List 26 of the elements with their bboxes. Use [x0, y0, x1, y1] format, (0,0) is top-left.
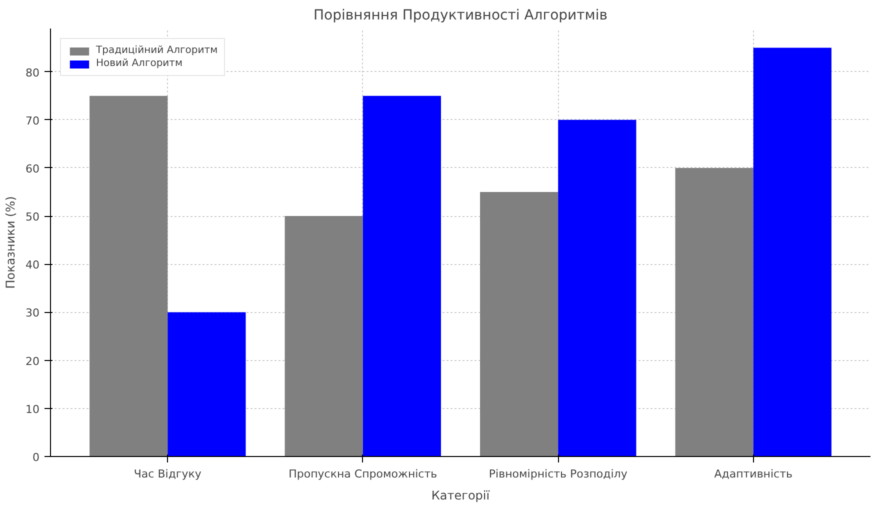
y-axis-title: Показники (%) — [4, 196, 18, 289]
chart-title: Порівняння Продуктивності Алгоритмів — [314, 8, 608, 24]
x-axis-title: Категорії — [431, 488, 490, 502]
y-tick-label: 30 — [26, 306, 40, 320]
bar — [90, 96, 168, 456]
bar — [362, 96, 441, 456]
y-tick-label: 50 — [26, 210, 40, 224]
bar — [480, 192, 558, 456]
x-tick-label: Адаптивність — [714, 468, 793, 480]
bar — [753, 48, 832, 456]
y-tick-label: 80 — [26, 66, 40, 80]
x-tick-label: Рівномірність Розподілу — [488, 468, 628, 480]
legend-label: Традиційний Алгоритм — [96, 45, 218, 56]
legend-label: Новий Алгоритм — [96, 58, 183, 69]
bar — [675, 168, 754, 456]
x-tick-label: Пропускна Спроможність — [288, 468, 438, 480]
y-tick-label: 40 — [26, 258, 40, 272]
y-tick-label: 20 — [26, 354, 40, 368]
bar — [558, 120, 636, 456]
y-tick-label: 70 — [26, 114, 40, 128]
bar — [284, 216, 363, 456]
y-tick-label: 0 — [32, 451, 40, 464]
y-tick-label: 60 — [26, 162, 40, 176]
x-tick-label: Час Відгуку — [134, 468, 202, 480]
bar — [168, 312, 246, 456]
y-tick-label: 10 — [26, 402, 40, 416]
